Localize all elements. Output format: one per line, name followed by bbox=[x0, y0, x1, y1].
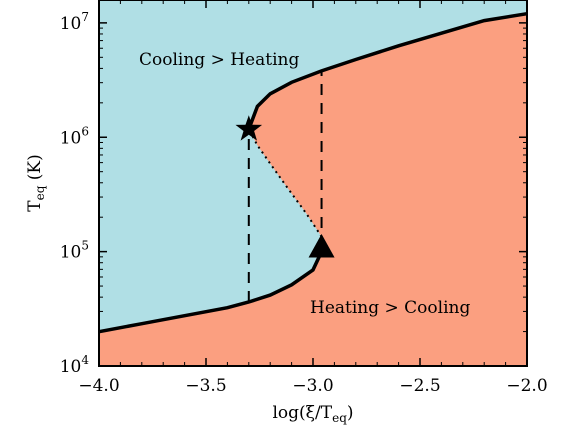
y-tick-power: 7 bbox=[81, 10, 89, 24]
triangle-marker bbox=[308, 234, 335, 258]
x-tick-label: −4.0 bbox=[78, 376, 119, 396]
y-axis-label-sub: eq bbox=[33, 185, 47, 200]
x-tick-label: −3.0 bbox=[292, 376, 333, 396]
x-axis-label-sub: eq bbox=[332, 411, 347, 425]
unstable-branch-line bbox=[247, 128, 323, 238]
heating-cooling-label: Heating > Cooling bbox=[310, 298, 470, 318]
markers bbox=[235, 115, 335, 258]
y-tick-base: 10 bbox=[60, 357, 82, 377]
heating-region bbox=[99, 0, 527, 366]
star-marker bbox=[235, 115, 263, 141]
plot-area bbox=[99, 0, 527, 366]
y-tick-label: 104 bbox=[60, 353, 90, 377]
x-axis-label-suffix: ) bbox=[347, 403, 354, 423]
x-tick-label: −3.5 bbox=[185, 376, 226, 396]
stable-upper-branch-line bbox=[247, 11, 528, 130]
y-tick-power: 6 bbox=[81, 124, 89, 138]
transition-lines bbox=[247, 70, 323, 302]
y-tick-label: 105 bbox=[60, 239, 89, 263]
y-tick-base: 10 bbox=[60, 243, 82, 263]
y-tick-power: 5 bbox=[81, 239, 89, 253]
y-tick-base: 10 bbox=[60, 14, 82, 34]
x-tick-label: −2.5 bbox=[399, 376, 440, 396]
y-tick-label: 106 bbox=[60, 124, 89, 148]
x-axis-label-main: log(ξ/T bbox=[272, 403, 332, 423]
x-axis-label: log(ξ/Teq) bbox=[272, 403, 353, 425]
y-axis-label-suffix: (K) bbox=[25, 154, 45, 185]
y-tick-label: 107 bbox=[60, 10, 89, 34]
stable-lower-branch-line bbox=[98, 250, 324, 334]
x-axis-ticks: −4.0 −3.5 −3.0 −2.5 −2.0 bbox=[78, 0, 548, 396]
y-axis-label-main: T bbox=[25, 200, 45, 212]
x-tick-label: −2.0 bbox=[506, 376, 547, 396]
y-tick-base: 10 bbox=[60, 128, 82, 148]
y-axis-label: Teq (K) bbox=[25, 154, 47, 212]
cooling-heating-label: Cooling > Heating bbox=[139, 50, 299, 70]
y-tick-power: 4 bbox=[81, 353, 89, 367]
